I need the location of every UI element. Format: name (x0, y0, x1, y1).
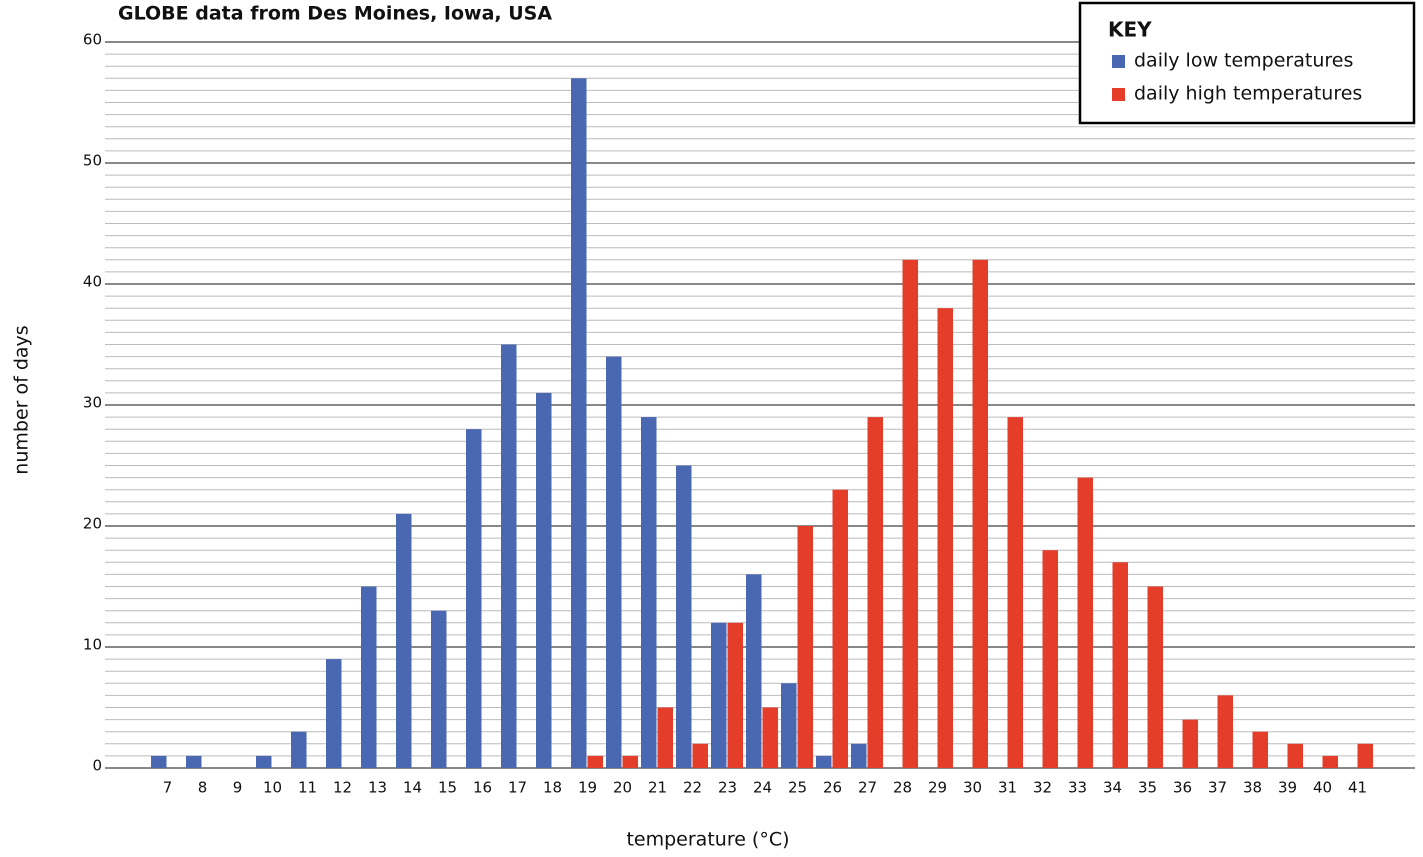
x-tick-label: 9 (233, 779, 243, 797)
bar (972, 259, 988, 768)
bar (1217, 695, 1233, 768)
chart-title: GLOBE data from Des Moines, Iowa, USA (118, 3, 552, 25)
y-tick-label: 30 (83, 394, 102, 412)
x-tick-label: 8 (198, 779, 208, 797)
bar (431, 610, 447, 768)
bar (676, 465, 692, 768)
bar (781, 683, 797, 768)
bar (937, 308, 953, 768)
y-tick-label: 0 (92, 757, 102, 775)
x-tick-label: 11 (298, 779, 317, 797)
bar (536, 392, 552, 768)
legend-box (1078, 1, 1416, 125)
bar (361, 586, 377, 768)
x-tick-label: 15 (438, 779, 457, 797)
bar (851, 743, 867, 768)
y-tick-label: 50 (83, 152, 102, 170)
x-tick-label: 27 (858, 779, 877, 797)
legend: KEY daily low temperatures daily high tem… (1078, 1, 1416, 125)
bar (186, 755, 202, 768)
x-tick-label: 40 (1313, 779, 1332, 797)
bar (326, 659, 342, 768)
bar (1112, 562, 1128, 768)
x-tick-label: 16 (473, 779, 492, 797)
x-tick-label: 41 (1348, 779, 1367, 797)
x-tick-label: 12 (333, 779, 352, 797)
x-tick-label: 18 (543, 779, 562, 797)
x-tick-label: 23 (718, 779, 737, 797)
bar (291, 731, 307, 768)
x-tick-label: 10 (263, 779, 282, 797)
bar (1077, 477, 1093, 768)
bar (816, 755, 832, 768)
x-tick-label: 38 (1243, 779, 1262, 797)
bar (641, 417, 657, 768)
bar (1182, 719, 1198, 768)
bar (692, 743, 708, 768)
x-tick-label: 36 (1173, 779, 1192, 797)
bar (466, 429, 482, 768)
legend-label: daily low temperatures (1134, 50, 1353, 72)
x-tick-label: 30 (963, 779, 982, 797)
bar (1287, 743, 1303, 768)
x-tick-label: 31 (998, 779, 1017, 797)
legend-swatch (1112, 88, 1125, 101)
bar (657, 707, 673, 768)
bar (867, 417, 883, 768)
x-tick-label: 35 (1138, 779, 1157, 797)
y-axis-label: number of days (11, 325, 33, 474)
x-tick-label: 20 (613, 779, 632, 797)
bar (1252, 731, 1268, 768)
y-tick-label: 10 (83, 636, 102, 654)
x-tick-label: 24 (753, 779, 772, 797)
bars: 7 8 9 10 11 12 13 14 15 16 17 18 19 20 21 22 23 24 25 26 27 2… (151, 78, 1373, 797)
x-tick-label: 22 (683, 779, 702, 797)
bar (762, 707, 778, 768)
bar (711, 622, 727, 768)
x-tick-label: 26 (823, 779, 842, 797)
x-tick-label: 13 (368, 779, 387, 797)
bar (1007, 417, 1023, 768)
bar (622, 755, 638, 768)
bar (256, 755, 272, 768)
bar (797, 526, 813, 768)
y-tick-label: 60 (83, 31, 102, 49)
y-tick-label: 40 (83, 273, 102, 291)
bar (571, 78, 587, 769)
x-tick-label: 33 (1068, 779, 1087, 797)
x-tick-label: 34 (1103, 779, 1122, 797)
bar (606, 356, 622, 768)
bar (151, 755, 167, 768)
bar (832, 489, 848, 768)
bar (396, 513, 412, 768)
x-tick-label: 17 (508, 779, 527, 797)
bar (746, 574, 762, 768)
y-tick-label: 20 (83, 515, 102, 533)
x-tick-label: 28 (893, 779, 912, 797)
bar (1357, 743, 1373, 768)
x-axis-label: temperature (°C) (626, 829, 789, 851)
bar (1042, 550, 1058, 768)
x-tick-label: 37 (1208, 779, 1227, 797)
bar (501, 344, 517, 768)
legend-label: daily high temperatures (1134, 83, 1362, 105)
bar (587, 755, 603, 768)
bar (902, 259, 918, 768)
x-tick-label: 14 (403, 779, 422, 797)
x-tick-label: 39 (1278, 779, 1297, 797)
x-tick-label: 21 (648, 779, 667, 797)
bar (1322, 755, 1338, 768)
legend-swatch (1112, 55, 1125, 68)
x-tick-label: 29 (928, 779, 947, 797)
x-tick-label: 25 (788, 779, 807, 797)
x-tick-label: 19 (578, 779, 597, 797)
x-tick-label: 32 (1033, 779, 1052, 797)
bar (727, 622, 743, 768)
x-tick-label: 7 (163, 779, 173, 797)
bar (1147, 586, 1163, 768)
legend-title: KEY (1108, 18, 1152, 42)
